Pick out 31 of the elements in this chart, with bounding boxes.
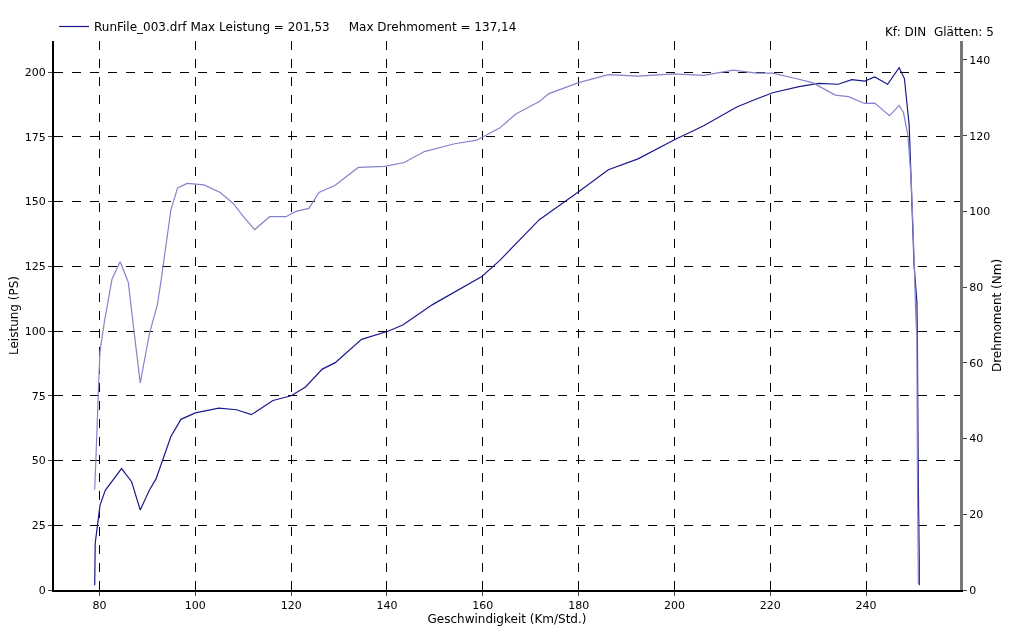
- x-tick-label: 100: [184, 599, 206, 613]
- y-tick-label: 175: [24, 130, 46, 144]
- y2-tick-label: 100: [969, 205, 991, 219]
- legend-label: RunFile_003.drf Max Leistung = 201,53 Max Drehmoment = 137,14: [94, 20, 517, 35]
- y-axis-title: Leistung (PS): [6, 275, 21, 356]
- y2-tick-label: 140: [969, 53, 991, 67]
- y-tick-label: 25: [31, 519, 46, 533]
- y2-tick-label: 0: [969, 583, 977, 597]
- y2-tick-label: 120: [969, 129, 991, 143]
- text: Kf: DIN Glätten: 5: [885, 25, 994, 39]
- x-tick-label: 200: [663, 599, 685, 613]
- x-tick-label: 180: [568, 599, 590, 613]
- y2-axis-title: Drehmoment (Nm): [990, 258, 1005, 373]
- y-tick-label: 0: [38, 583, 46, 597]
- x-tick-label: 220: [759, 599, 781, 613]
- y-tick-label: 125: [24, 260, 46, 274]
- y-tick-label: 100: [24, 324, 46, 338]
- x-tick-label: 80: [92, 599, 107, 613]
- y2-tick-label: 60: [969, 356, 984, 370]
- x-tick-label: 240: [855, 599, 877, 613]
- y-tick-label: 50: [31, 454, 46, 468]
- y2-tick-label: 40: [969, 432, 984, 446]
- y2-tick-label: 20: [969, 508, 984, 522]
- y-tick-label: 150: [24, 195, 46, 209]
- y-tick-label: 200: [24, 65, 46, 79]
- x-tick-label: 120: [280, 599, 302, 613]
- y-tick-label: 75: [31, 389, 46, 403]
- x-axis-title: Geschwindigkeit (Km/Std.): [427, 612, 587, 627]
- x-tick-label: 140: [376, 599, 398, 613]
- x-tick-label: 160: [472, 599, 494, 613]
- y2-tick-label: 80: [969, 280, 984, 294]
